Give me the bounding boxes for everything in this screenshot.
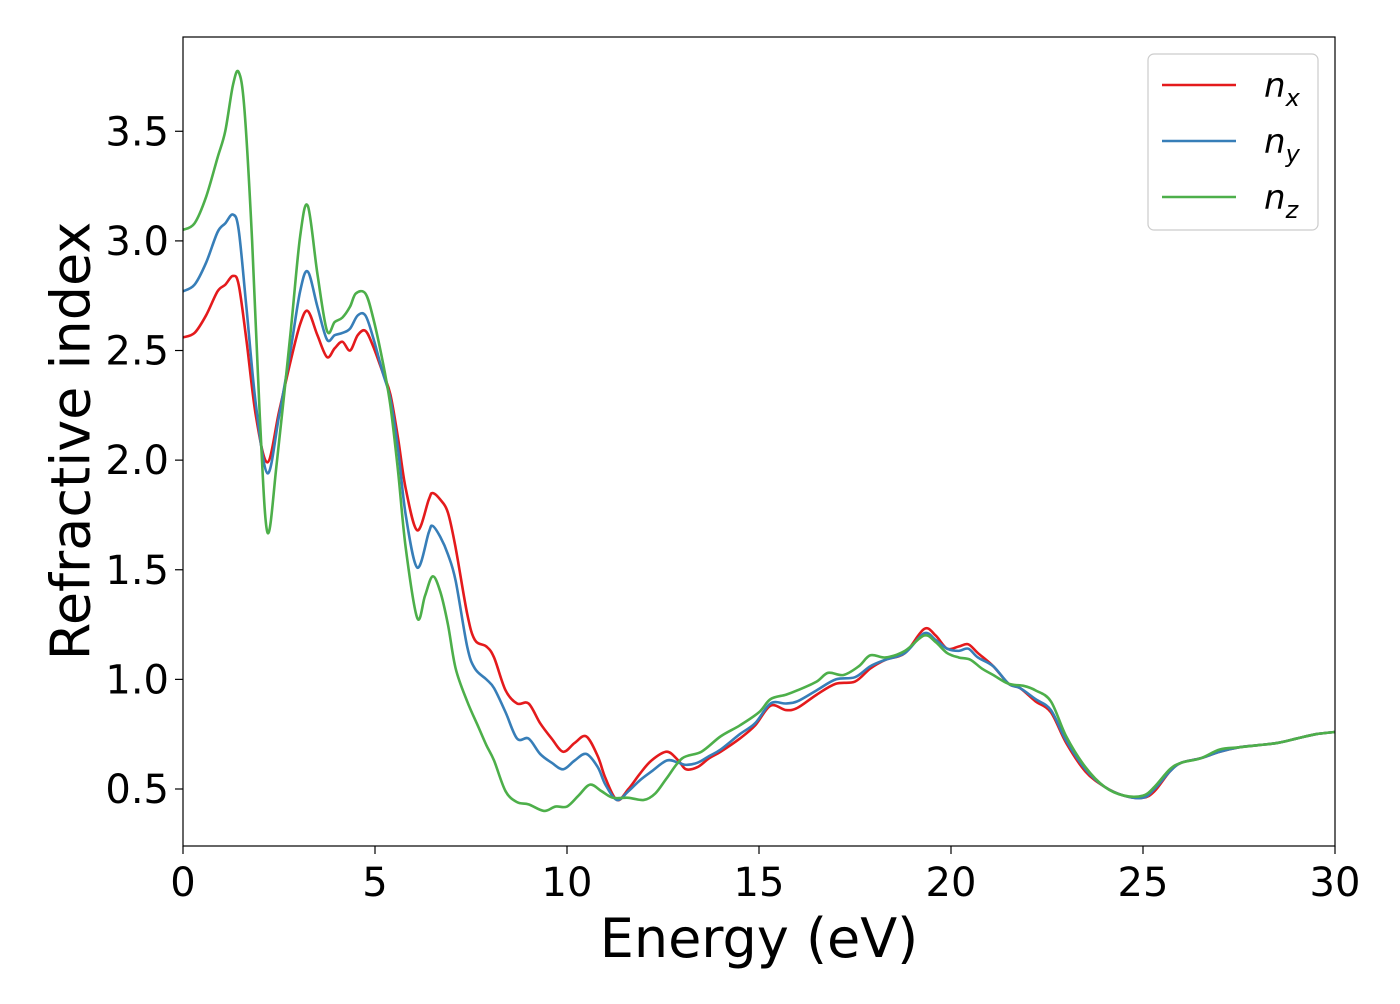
legend-label-base: n — [1264, 178, 1286, 218]
y-tick-label: 1.0 — [105, 657, 169, 703]
y-axis-ticks: 0.5 1.0 1.5 2.0 2.5 3.0 3.5 — [105, 109, 183, 813]
legend-label-base: n — [1264, 66, 1286, 106]
x-tick-label: 5 — [362, 860, 387, 906]
legend-label-subscript: z — [1285, 196, 1300, 224]
y-tick-label: 1.5 — [105, 548, 169, 594]
legend-label-subscript: x — [1285, 84, 1301, 112]
legend-label-y: ny — [1264, 122, 1301, 168]
x-tick-label: 25 — [1118, 860, 1169, 906]
y-tick-label: 3.0 — [105, 219, 169, 265]
x-tick-label: 20 — [926, 860, 977, 906]
y-tick-label: 2.5 — [105, 329, 169, 375]
y-axis-title: Refractive index — [40, 222, 103, 661]
x-tick-label: 30 — [1310, 860, 1361, 906]
x-tick-label: 10 — [542, 860, 593, 906]
y-tick-label: 2.0 — [105, 438, 169, 484]
y-tick-label: 3.5 — [105, 109, 169, 155]
x-axis-ticks: 0 5 10 15 20 25 30 — [170, 846, 1360, 906]
series-layer — [183, 69, 1335, 813]
legend-label-subscript: y — [1285, 140, 1301, 168]
series-line-n-y — [183, 213, 1335, 802]
legend-label-base: n — [1264, 122, 1286, 162]
x-tick-label: 0 — [170, 860, 195, 906]
x-tick-label: 15 — [734, 860, 785, 906]
legend-label-z: nz — [1264, 178, 1300, 224]
series-line-n-z — [183, 69, 1335, 813]
y-tick-label: 0.5 — [105, 767, 169, 813]
x-axis-title: Energy (eV) — [600, 907, 919, 970]
legend-label-x: nx — [1264, 66, 1301, 112]
